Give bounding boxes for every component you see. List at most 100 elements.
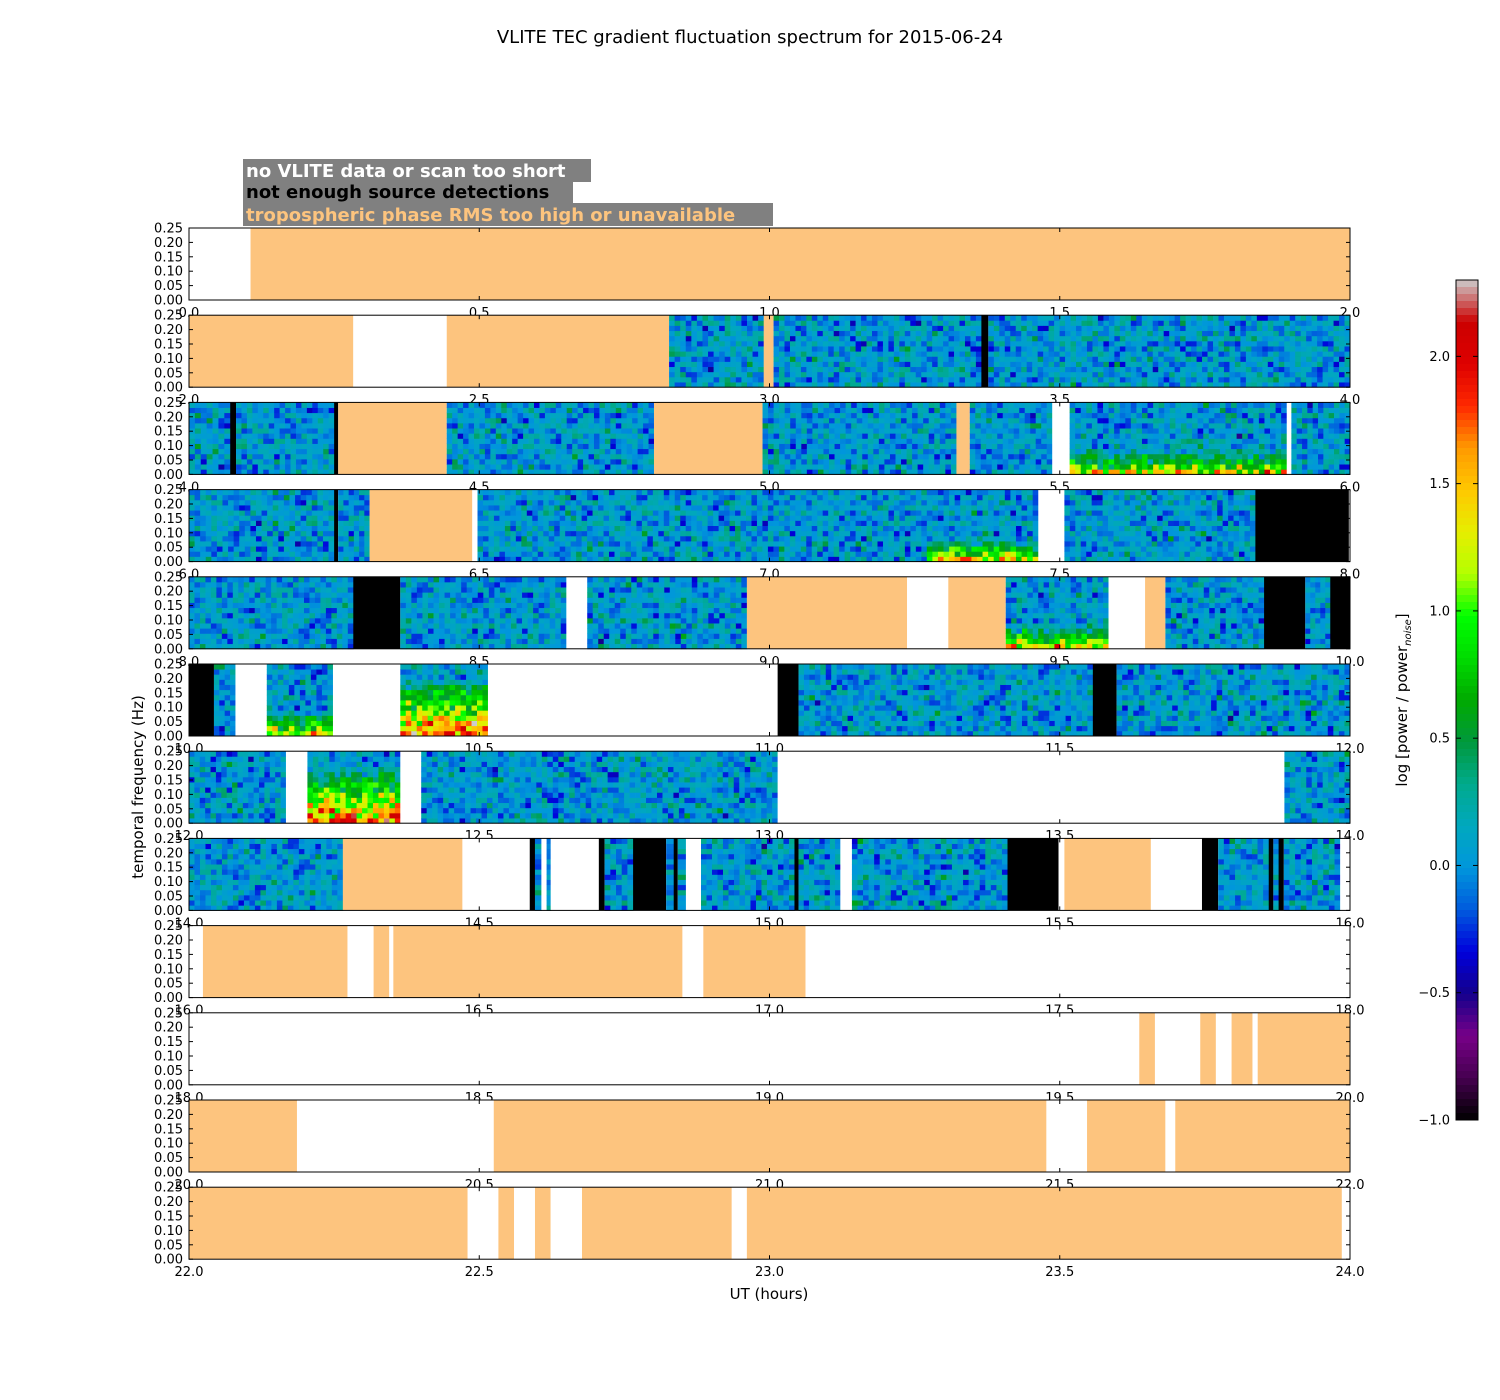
spectrum-cell [570,489,577,496]
spectrum-cell [1108,361,1115,368]
spectrum-cell [928,469,935,475]
spectrum-cell [295,464,302,470]
spectrum-cell [604,402,611,408]
spectrum-cell [1175,407,1182,414]
spectrum-cell [1125,464,1132,470]
spectrum-cell [636,551,643,557]
chart-title: VLITE TEC gradient fluctuation spectrum … [497,27,1003,48]
spectrum-cell [477,541,484,547]
spectrum-cell [548,551,555,557]
spectrum-cell [474,469,480,475]
spectrum-cell [593,412,600,419]
spectrum-cell [295,448,302,455]
spectrum-cell [555,402,562,408]
spectrum-cell [964,366,971,373]
spectrum-cell [888,325,895,332]
spectrum-cell [1185,340,1192,347]
spectrum-cell [233,546,240,552]
spectrum-cell [801,412,808,419]
spectrum-cell [216,546,223,552]
spectrum-cell [1236,438,1243,444]
spectrum-cell [1318,448,1324,455]
spectrum-cell [872,376,878,383]
spectrum-cell [926,361,933,368]
spectrum-cell [255,494,262,501]
spectrum-cell [274,428,281,434]
spectrum-cell [1296,438,1303,444]
spectrum-cell [603,489,610,496]
spectrum-cell [980,448,987,455]
spectrum-cell [528,428,535,434]
spectrum-cell [482,535,489,542]
spectrum-cell [488,499,495,506]
spectrum-cell [915,361,922,368]
spectrum-cell [301,438,308,444]
spectrum-cell [784,346,791,352]
spectrum-cell [1322,366,1329,373]
spectrum-cell [873,417,880,424]
spectrum-cell [1002,428,1009,434]
spectrum-cell [899,371,906,378]
spectrum-cell [1344,346,1351,352]
spectrum-cell [526,494,533,501]
spectrum-cell [512,443,519,450]
spectrum-cell [1169,330,1176,337]
spectrum-cell [724,330,731,337]
spectrum-cell [565,494,572,501]
spectrum-cell [1258,464,1265,470]
spectrum-cell [1136,320,1143,326]
spectrum-cell [521,535,528,542]
spectrum-cell [800,371,807,378]
spectrum-cell [1295,346,1302,352]
spectrum-cell [901,407,907,414]
spectrum-cell [244,541,251,547]
spectrum-cell [543,499,550,506]
spectrum-cell [768,469,775,475]
spectrum-cell [593,458,600,465]
spectrum-cell [1256,346,1263,352]
spectrum-cell [1196,325,1203,332]
spectrum-cell [1242,453,1249,460]
spectrum-cell [1191,335,1197,342]
spectrum-cell [806,330,813,337]
spectrum-cell [1070,320,1077,326]
spectrum-cell [1030,402,1037,408]
spectrum-cell [1175,453,1182,460]
spectrum-cell [550,422,557,429]
spectrum-cell [250,494,257,501]
spectrum-cell [322,489,329,496]
spectrum-cell [1185,382,1192,388]
spectrum-cell [290,412,297,419]
spectrum-cell [236,469,242,475]
spectrum-cell [636,556,643,562]
spectrum-cell [1213,356,1219,362]
spectrum-cell [565,541,572,547]
spectrum-cell [866,335,873,342]
spectrum-cell [604,438,611,444]
spectrum-cell [1070,325,1077,332]
spectrum-cell [1103,469,1109,475]
spectrum-cell [630,520,637,526]
spectrum-cell [323,417,330,424]
spectrum-cell [1075,443,1082,450]
spectrum-cell [206,448,213,455]
spectrum-cell [457,412,464,419]
spectrum-cell [306,525,313,532]
spectrum-cell [592,556,599,562]
spectrum-cell [528,433,535,439]
spectrum-cell [1185,361,1192,368]
spectrum-cell [609,551,615,557]
spectrum-cell [593,422,600,429]
spectrum-cell [768,464,775,470]
spectrum-cell [328,417,335,424]
spectrum-cell [906,412,913,419]
spectrum-cell [609,520,615,526]
spectrum-cell [236,438,242,444]
spectrum-cell [1300,366,1307,373]
spectrum-cell [610,438,617,444]
spectrum-cell [1158,443,1165,450]
spectrum-cell [1048,325,1055,332]
spectrum-cell [194,458,202,465]
spectrum-cell [1125,371,1132,378]
spectrum-cell [833,382,840,388]
